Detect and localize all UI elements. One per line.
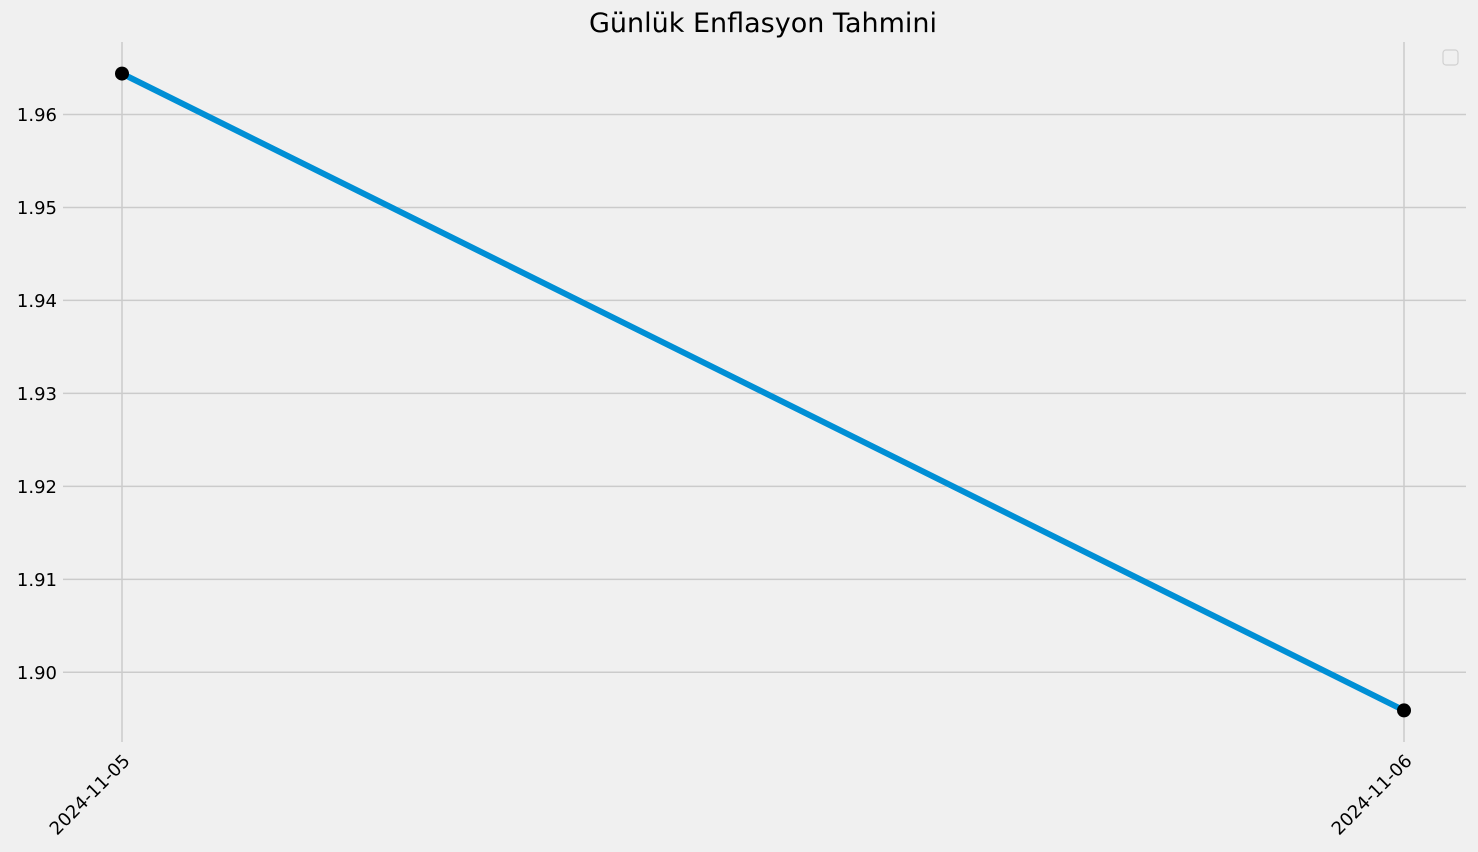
y-tick-label: 1.90	[17, 663, 57, 684]
data-points	[115, 66, 1411, 718]
series	[120, 70, 1406, 714]
y-axis-ticks: 1.90 1.91 1.92 1.93 1.94 1.95 1.96	[17, 105, 57, 684]
y-tick-label: 1.95	[17, 198, 57, 219]
x-axis-ticks: 2024-11-05 2024-11-06	[46, 751, 1417, 840]
x-tick-label: 2024-11-05	[46, 751, 135, 840]
grid	[63, 42, 1466, 742]
y-tick-label: 1.92	[17, 477, 57, 498]
x-tick-label: 2024-11-06	[1328, 751, 1417, 840]
series-line	[120, 70, 1406, 714]
y-tick-label: 1.93	[17, 384, 57, 405]
y-tick-label: 1.91	[17, 570, 57, 591]
data-point	[115, 66, 129, 81]
chart-title: Günlük Enflasyon Tahmini	[589, 8, 937, 39]
legend	[1442, 49, 1459, 66]
y-tick-label: 1.94	[17, 291, 57, 312]
data-point	[1397, 703, 1411, 718]
y-tick-label: 1.96	[17, 105, 57, 126]
